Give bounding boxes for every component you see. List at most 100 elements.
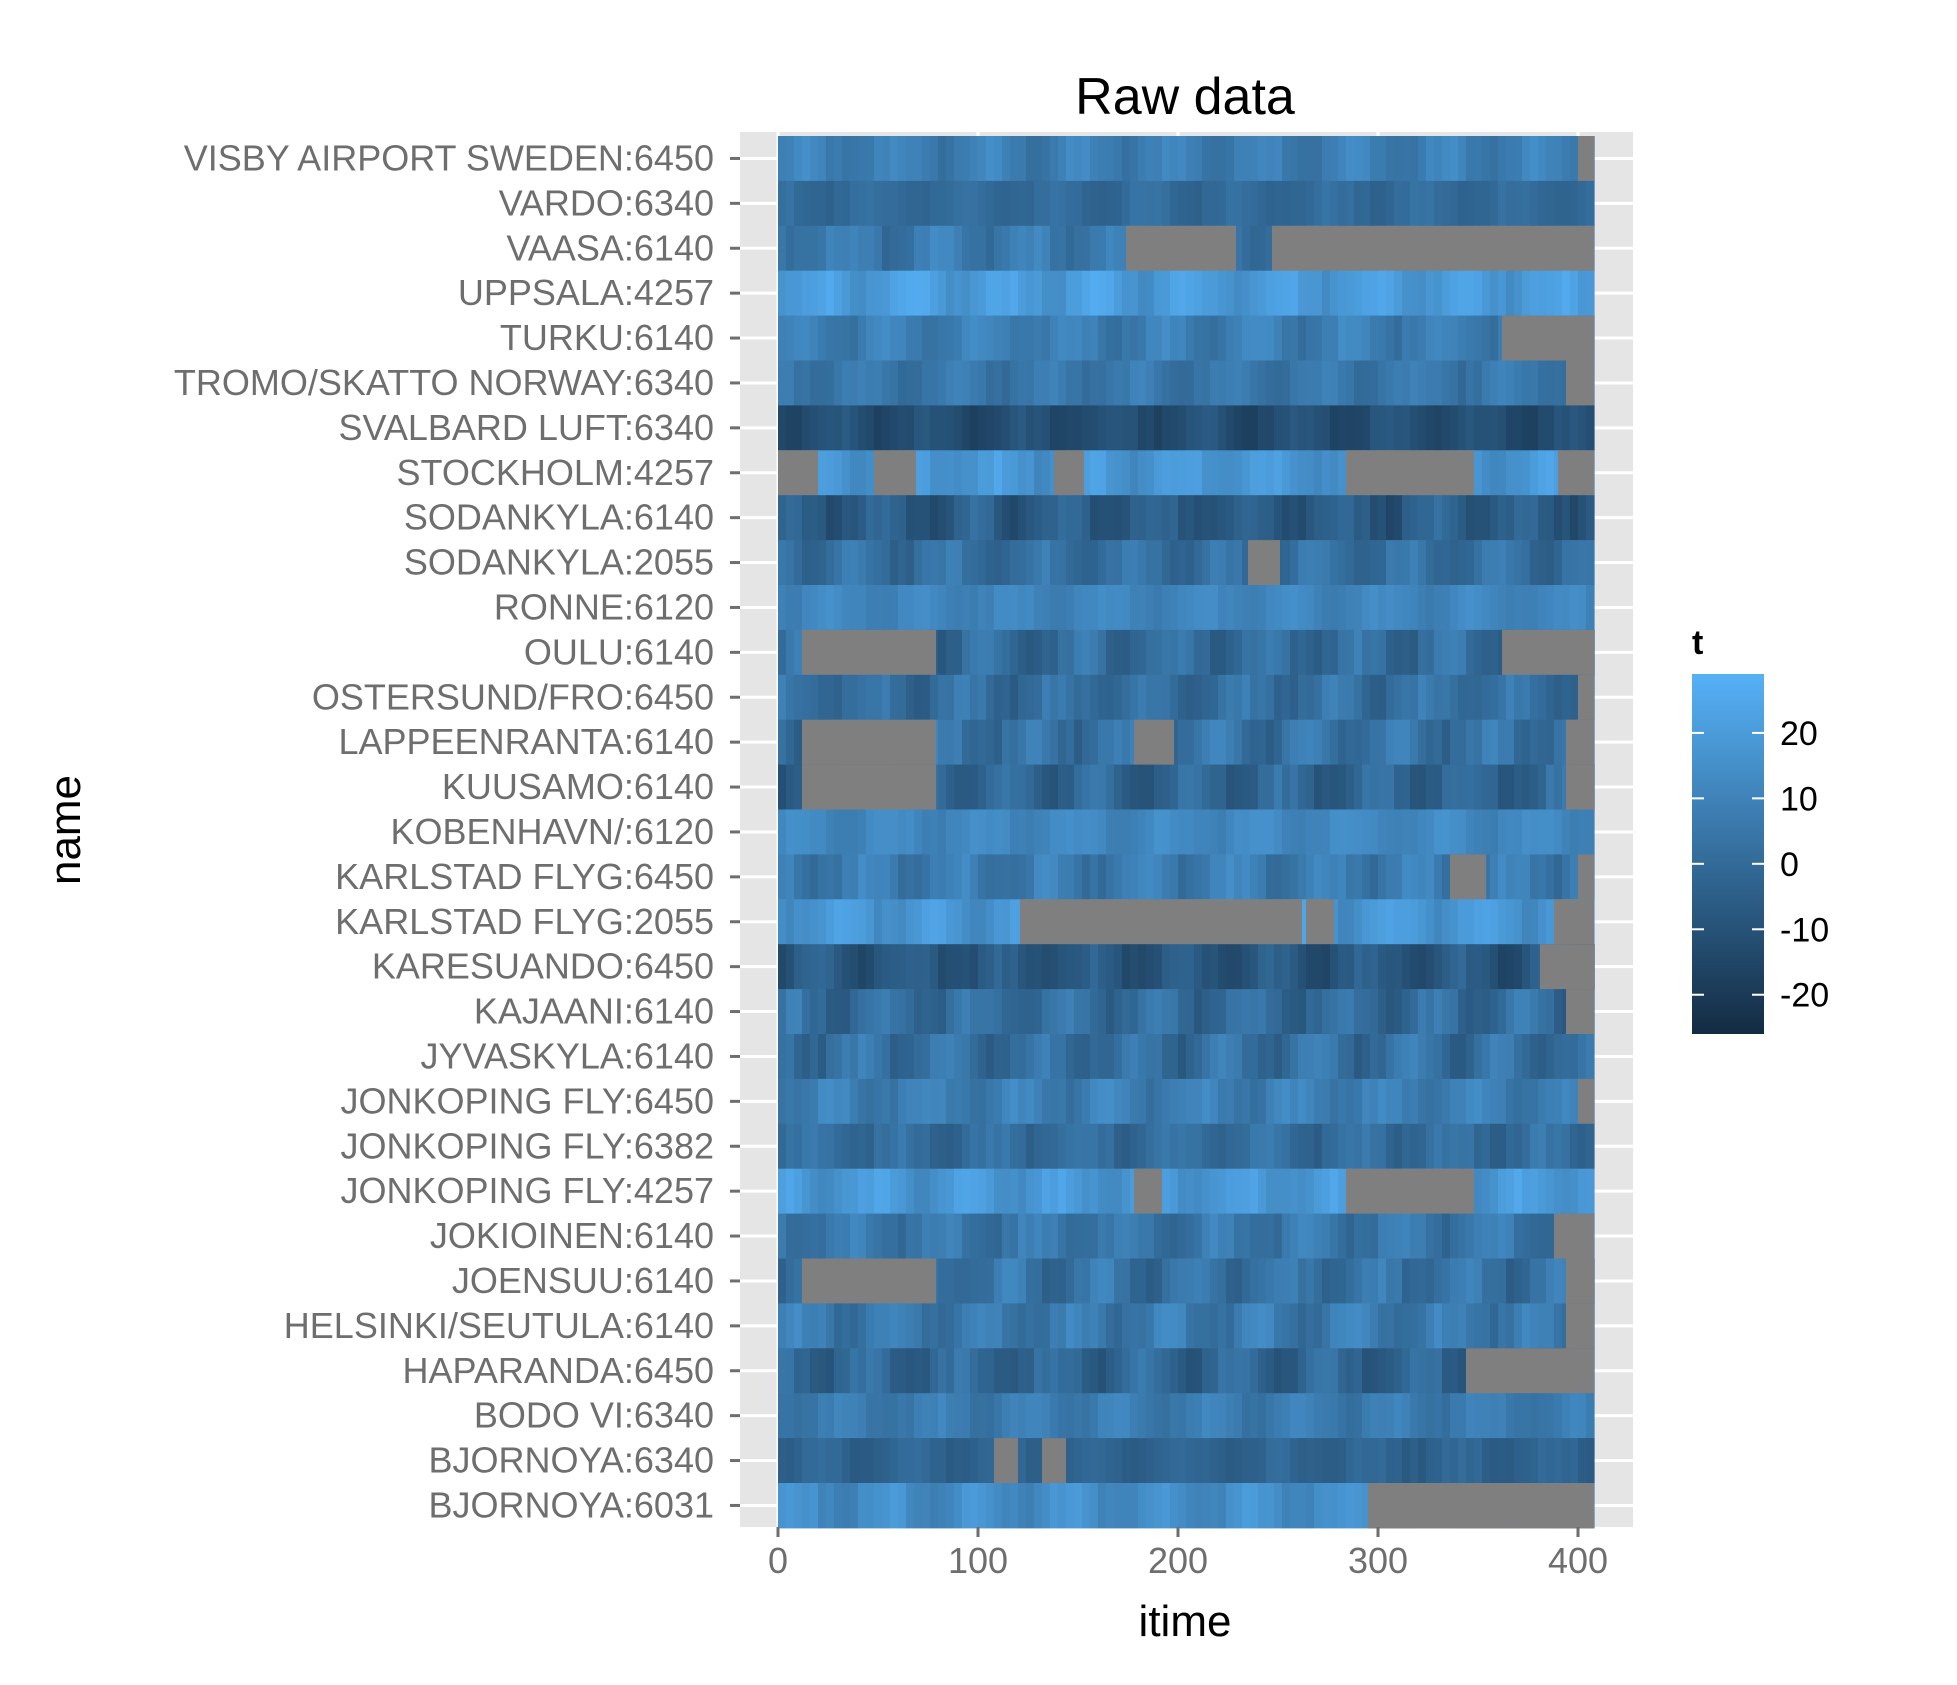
heatmap-cell — [1066, 1213, 1075, 1259]
heatmap-cell — [1458, 1348, 1467, 1394]
heatmap-cell — [818, 1438, 827, 1484]
heatmap-cell — [1258, 1438, 1267, 1484]
heatmap-cell — [1546, 1034, 1555, 1080]
heatmap-cell — [1106, 1348, 1115, 1394]
heatmap-cell — [1170, 450, 1179, 496]
heatmap-cell — [906, 225, 915, 272]
heatmap-cell — [1250, 854, 1259, 900]
heatmap-cell — [1074, 315, 1083, 361]
heatmap-cell — [1090, 1168, 1099, 1215]
heatmap-cell — [1346, 1123, 1355, 1170]
heatmap-cell — [1122, 989, 1131, 1035]
heatmap-cell — [1506, 854, 1515, 900]
heatmap-cell — [1194, 1078, 1203, 1125]
heatmap-cell — [1538, 495, 1547, 541]
heatmap-cell — [778, 405, 787, 451]
heatmap-cell — [1386, 1438, 1395, 1484]
heatmap-cell — [1250, 944, 1259, 990]
heatmap-cell — [1066, 136, 1075, 182]
heatmap-cell — [1218, 1348, 1227, 1394]
heatmap-cell — [994, 1393, 1003, 1439]
heatmap-cell — [1298, 1034, 1307, 1080]
heatmap-cell — [1202, 1348, 1211, 1394]
heatmap-cell — [1186, 674, 1195, 721]
heatmap-cell — [1218, 1123, 1227, 1170]
heatmap-cell — [890, 1034, 899, 1080]
heatmap-cell — [1330, 1213, 1339, 1259]
heatmap-cell — [1266, 360, 1275, 406]
heatmap-cell — [1082, 1078, 1091, 1125]
heatmap-cell — [778, 585, 787, 631]
heatmap-cell — [850, 315, 859, 361]
heatmap-cell — [834, 1078, 843, 1125]
heatmap-cell — [1026, 1168, 1035, 1215]
heatmap-cell — [778, 1123, 787, 1170]
heatmap-cell — [802, 1393, 811, 1439]
heatmap-cell — [1506, 1168, 1515, 1215]
heatmap-cell — [946, 1393, 955, 1439]
heatmap-cell — [890, 1168, 899, 1215]
heatmap-cell — [1330, 1123, 1339, 1170]
heatmap-cell — [1410, 719, 1419, 766]
heatmap-cell — [930, 944, 939, 990]
heatmap-cell — [786, 495, 795, 541]
heatmap-cell — [914, 1303, 923, 1349]
heatmap-cell — [1026, 495, 1035, 541]
heatmap-cell — [1210, 1303, 1219, 1349]
heatmap-cell — [1434, 719, 1443, 766]
heatmap-cell — [1298, 1348, 1307, 1394]
heatmap-cell — [1362, 899, 1371, 945]
heatmap-cell — [1098, 1078, 1107, 1125]
missing-cell — [994, 1438, 1018, 1484]
heatmap-cell — [994, 674, 1003, 721]
heatmap-cell — [930, 1483, 939, 1529]
heatmap-cell — [1514, 854, 1523, 900]
heatmap-cell — [850, 585, 859, 631]
heatmap-cell — [1506, 809, 1515, 855]
heatmap-cell — [1154, 270, 1163, 317]
heatmap-cell — [1130, 540, 1139, 586]
heatmap-cell — [1122, 315, 1131, 361]
heatmap-cell — [1106, 719, 1115, 766]
heatmap-cell — [778, 1393, 787, 1439]
heatmap-cell — [1450, 540, 1459, 586]
heatmap-cell — [1282, 1438, 1291, 1484]
heatmap-cell — [1098, 854, 1107, 900]
heatmap-cell — [1202, 315, 1211, 361]
heatmap-cell — [794, 1393, 803, 1439]
heatmap-cell — [1178, 1393, 1187, 1439]
heatmap-cell — [1410, 674, 1419, 721]
heatmap-cell — [1202, 809, 1211, 855]
heatmap-cell — [1346, 585, 1355, 631]
heatmap-cell — [1322, 270, 1331, 317]
heatmap-cell — [1506, 495, 1515, 541]
heatmap-cell — [1410, 764, 1419, 810]
heatmap-cell — [970, 674, 979, 721]
heatmap-cell — [1506, 944, 1515, 990]
heatmap-cell — [850, 944, 859, 990]
heatmap-cell — [1226, 1078, 1235, 1125]
heatmap-cell — [1314, 450, 1323, 496]
heatmap-cell — [1450, 989, 1459, 1035]
heatmap-row — [778, 1438, 1595, 1484]
heatmap-cell — [1170, 360, 1179, 406]
heatmap-cell — [1018, 405, 1027, 451]
heatmap-cell — [1482, 674, 1491, 721]
heatmap-cell — [778, 989, 787, 1035]
heatmap-cell — [1130, 1213, 1139, 1259]
heatmap-cell — [978, 809, 987, 855]
heatmap-cell — [986, 1393, 995, 1439]
heatmap-cell — [1290, 136, 1299, 182]
heatmap-cell — [1130, 989, 1139, 1035]
heatmap-cell — [1426, 270, 1435, 317]
heatmap-cell — [994, 180, 1003, 227]
heatmap-cell — [1162, 180, 1171, 227]
heatmap-cell — [1130, 315, 1139, 361]
heatmap-cell — [1074, 764, 1083, 810]
heatmap-cell — [1298, 674, 1307, 721]
heatmap-cell — [1570, 180, 1579, 227]
heatmap-cell — [1114, 989, 1123, 1035]
heatmap-cell — [1162, 1078, 1171, 1125]
heatmap-cell — [1306, 629, 1315, 676]
heatmap-cell — [1082, 315, 1091, 361]
